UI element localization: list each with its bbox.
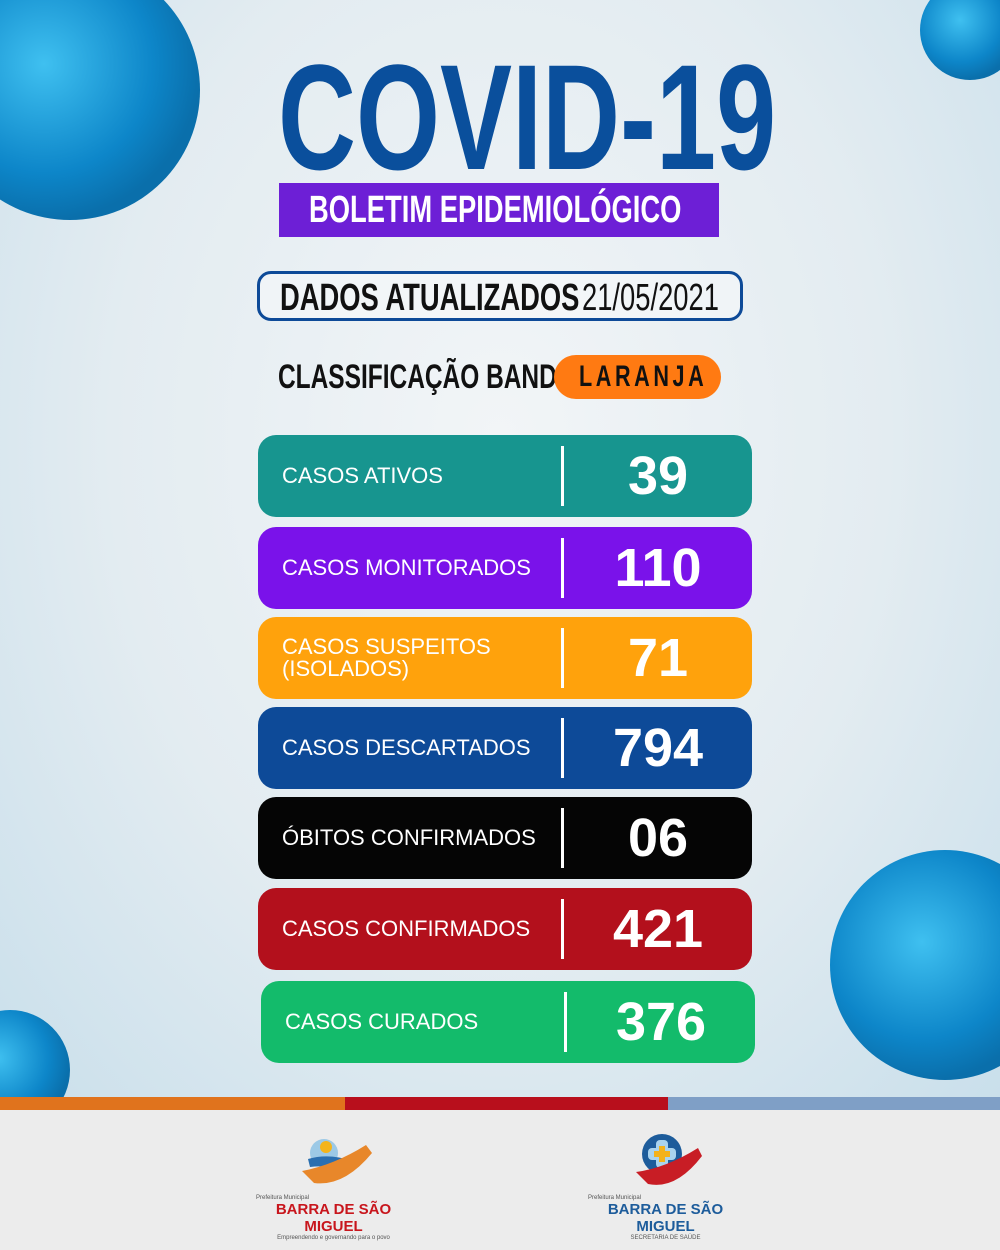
stat-card: CASOS SUSPEITOS (ISOLADOS) 71 bbox=[258, 617, 752, 699]
hand-landscape-icon bbox=[301, 1139, 372, 1184]
divider bbox=[561, 899, 564, 959]
logo-tagline: SECRETARIA DE SAÚDE bbox=[630, 1235, 701, 1241]
stat-label: ÓBITOS CONFIRMADOS bbox=[282, 825, 536, 850]
prefeitura-logo: Prefeitura Municipal BARRA DE SÃO MIGUEL… bbox=[256, 1135, 411, 1241]
footer: Prefeitura Municipal BARRA DE SÃO MIGUEL… bbox=[0, 1110, 1000, 1250]
stat-label: CASOS DESCARTADOS bbox=[282, 735, 531, 760]
stat-card: CASOS CURADOS 376 bbox=[261, 981, 755, 1063]
flag-badge: LARANJA bbox=[554, 355, 721, 399]
page-title: COVID-19 bbox=[278, 33, 777, 201]
virus-icon bbox=[0, 1010, 70, 1100]
logo-top-text: Prefeitura Municipal bbox=[588, 1195, 642, 1201]
stat-value: 39 bbox=[627, 446, 689, 506]
logo-tagline: Empreendendo e governando para o povo bbox=[277, 1235, 390, 1241]
stat-value: 110 bbox=[614, 538, 702, 598]
stat-value: 421 bbox=[612, 899, 704, 959]
update-box: DADOS ATUALIZADOS 21/05/2021 bbox=[257, 271, 743, 321]
footer-stripe bbox=[0, 1097, 1000, 1110]
secretaria-saude-logo: Prefeitura Municipal BARRA DE SÃO MIGUEL… bbox=[588, 1132, 743, 1241]
stat-label: CASOS CURADOS bbox=[285, 1009, 479, 1034]
stat-value: 06 bbox=[627, 808, 689, 868]
logo-top-text: Prefeitura Municipal bbox=[256, 1195, 310, 1201]
stat-label: CASOS ATIVOS bbox=[282, 463, 443, 488]
divider bbox=[561, 628, 564, 688]
divider bbox=[561, 538, 564, 598]
stat-card: CASOS DESCARTADOS 794 bbox=[258, 707, 752, 789]
update-date: 21/05/2021 bbox=[582, 277, 719, 319]
stat-label: CASOS SUSPEITOS (ISOLADOS) bbox=[282, 634, 491, 681]
divider bbox=[561, 808, 564, 868]
logo-name: BARRA DE SÃO MIGUEL bbox=[275, 1201, 392, 1235]
stat-card: CASOS CONFIRMADOS 421 bbox=[258, 888, 752, 970]
health-cross-icon bbox=[635, 1134, 702, 1185]
logo-name: BARRA DE SÃO MIGUEL bbox=[607, 1201, 724, 1235]
divider bbox=[561, 718, 564, 778]
update-label: DADOS ATUALIZADOS bbox=[280, 277, 580, 319]
stat-label: CASOS MONITORADOS bbox=[282, 555, 531, 580]
divider bbox=[561, 446, 564, 506]
stat-value: 376 bbox=[615, 992, 707, 1052]
stat-card: ÓBITOS CONFIRMADOS 06 bbox=[258, 797, 752, 879]
virus-icon bbox=[830, 850, 1000, 1080]
stat-label: CASOS CONFIRMADOS bbox=[282, 916, 531, 941]
stat-value: 71 bbox=[627, 628, 689, 688]
divider bbox=[564, 992, 567, 1052]
virus-illustrations bbox=[0, 0, 1000, 1100]
stat-card: CASOS MONITORADOS 110 bbox=[258, 527, 752, 609]
subtitle-banner: BOLETIM EPIDEMIOLÓGICO bbox=[279, 183, 719, 237]
stat-value: 794 bbox=[612, 718, 704, 778]
stat-card: CASOS ATIVOS 39 bbox=[258, 435, 752, 517]
virus-icon bbox=[0, 0, 200, 220]
virus-icon bbox=[920, 0, 1000, 80]
